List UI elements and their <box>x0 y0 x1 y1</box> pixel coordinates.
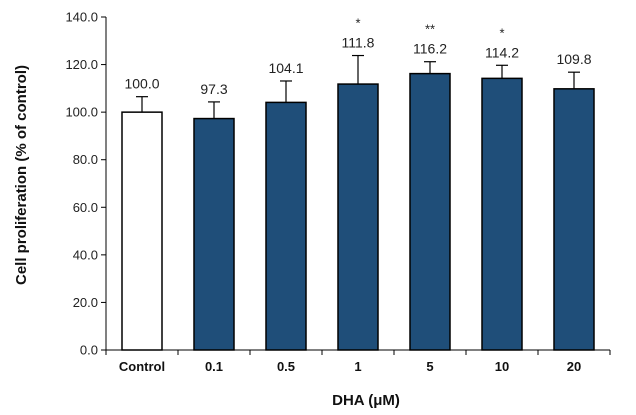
y-tick-label: 80.0 <box>73 152 98 167</box>
bar <box>193 117 235 351</box>
x-axis: Control 0.1 0.5 1 5 10 20 <box>105 349 611 374</box>
bar <box>121 111 163 351</box>
y-tick-label: 140.0 <box>65 10 98 25</box>
y-tick-label: 100.0 <box>65 105 98 120</box>
y-tick-label: 40.0 <box>73 247 98 262</box>
significance-marker: ** <box>425 22 435 37</box>
x-tick-label: Control <box>119 359 165 374</box>
y-axis: 0.0 20.0 40.0 60.0 80.0 100.0 120.0 140.0 <box>65 10 107 358</box>
data-label: 97.3 <box>200 81 227 97</box>
x-tick-label: 0.5 <box>277 359 295 374</box>
data-label: 111.8 <box>342 35 375 51</box>
bar <box>409 72 451 351</box>
significance-marker: * <box>355 16 360 31</box>
data-label: 109.8 <box>556 51 591 67</box>
bar <box>553 88 595 351</box>
y-tick-label: 120.0 <box>65 57 98 72</box>
bar <box>265 101 307 351</box>
significance-marker: * <box>499 25 504 40</box>
data-label: 104.1 <box>268 60 303 76</box>
bar <box>481 77 523 351</box>
x-tick-label: 1 <box>354 359 361 374</box>
data-label: 100.0 <box>124 76 159 92</box>
x-axis-title: DHA (μM) <box>332 392 400 409</box>
y-tick-label: 60.0 <box>73 200 98 215</box>
x-tick-label: 5 <box>426 359 433 374</box>
x-tick-label: 10 <box>495 359 509 374</box>
x-tick-label: 0.1 <box>205 359 223 374</box>
y-tick-label: 20.0 <box>73 295 98 310</box>
y-axis-title: Cell proliferation (% of control) <box>13 65 30 285</box>
x-tick-label: 20 <box>567 359 581 374</box>
data-label: 114.2 <box>485 44 519 60</box>
bar <box>337 83 379 351</box>
bars: 100.0 97.3 104.1 111.8 * 116.2 ** 114.2 * 109.8 <box>121 16 595 351</box>
data-label: 116.2 <box>413 41 447 57</box>
y-tick-label: 0.0 <box>80 343 98 358</box>
